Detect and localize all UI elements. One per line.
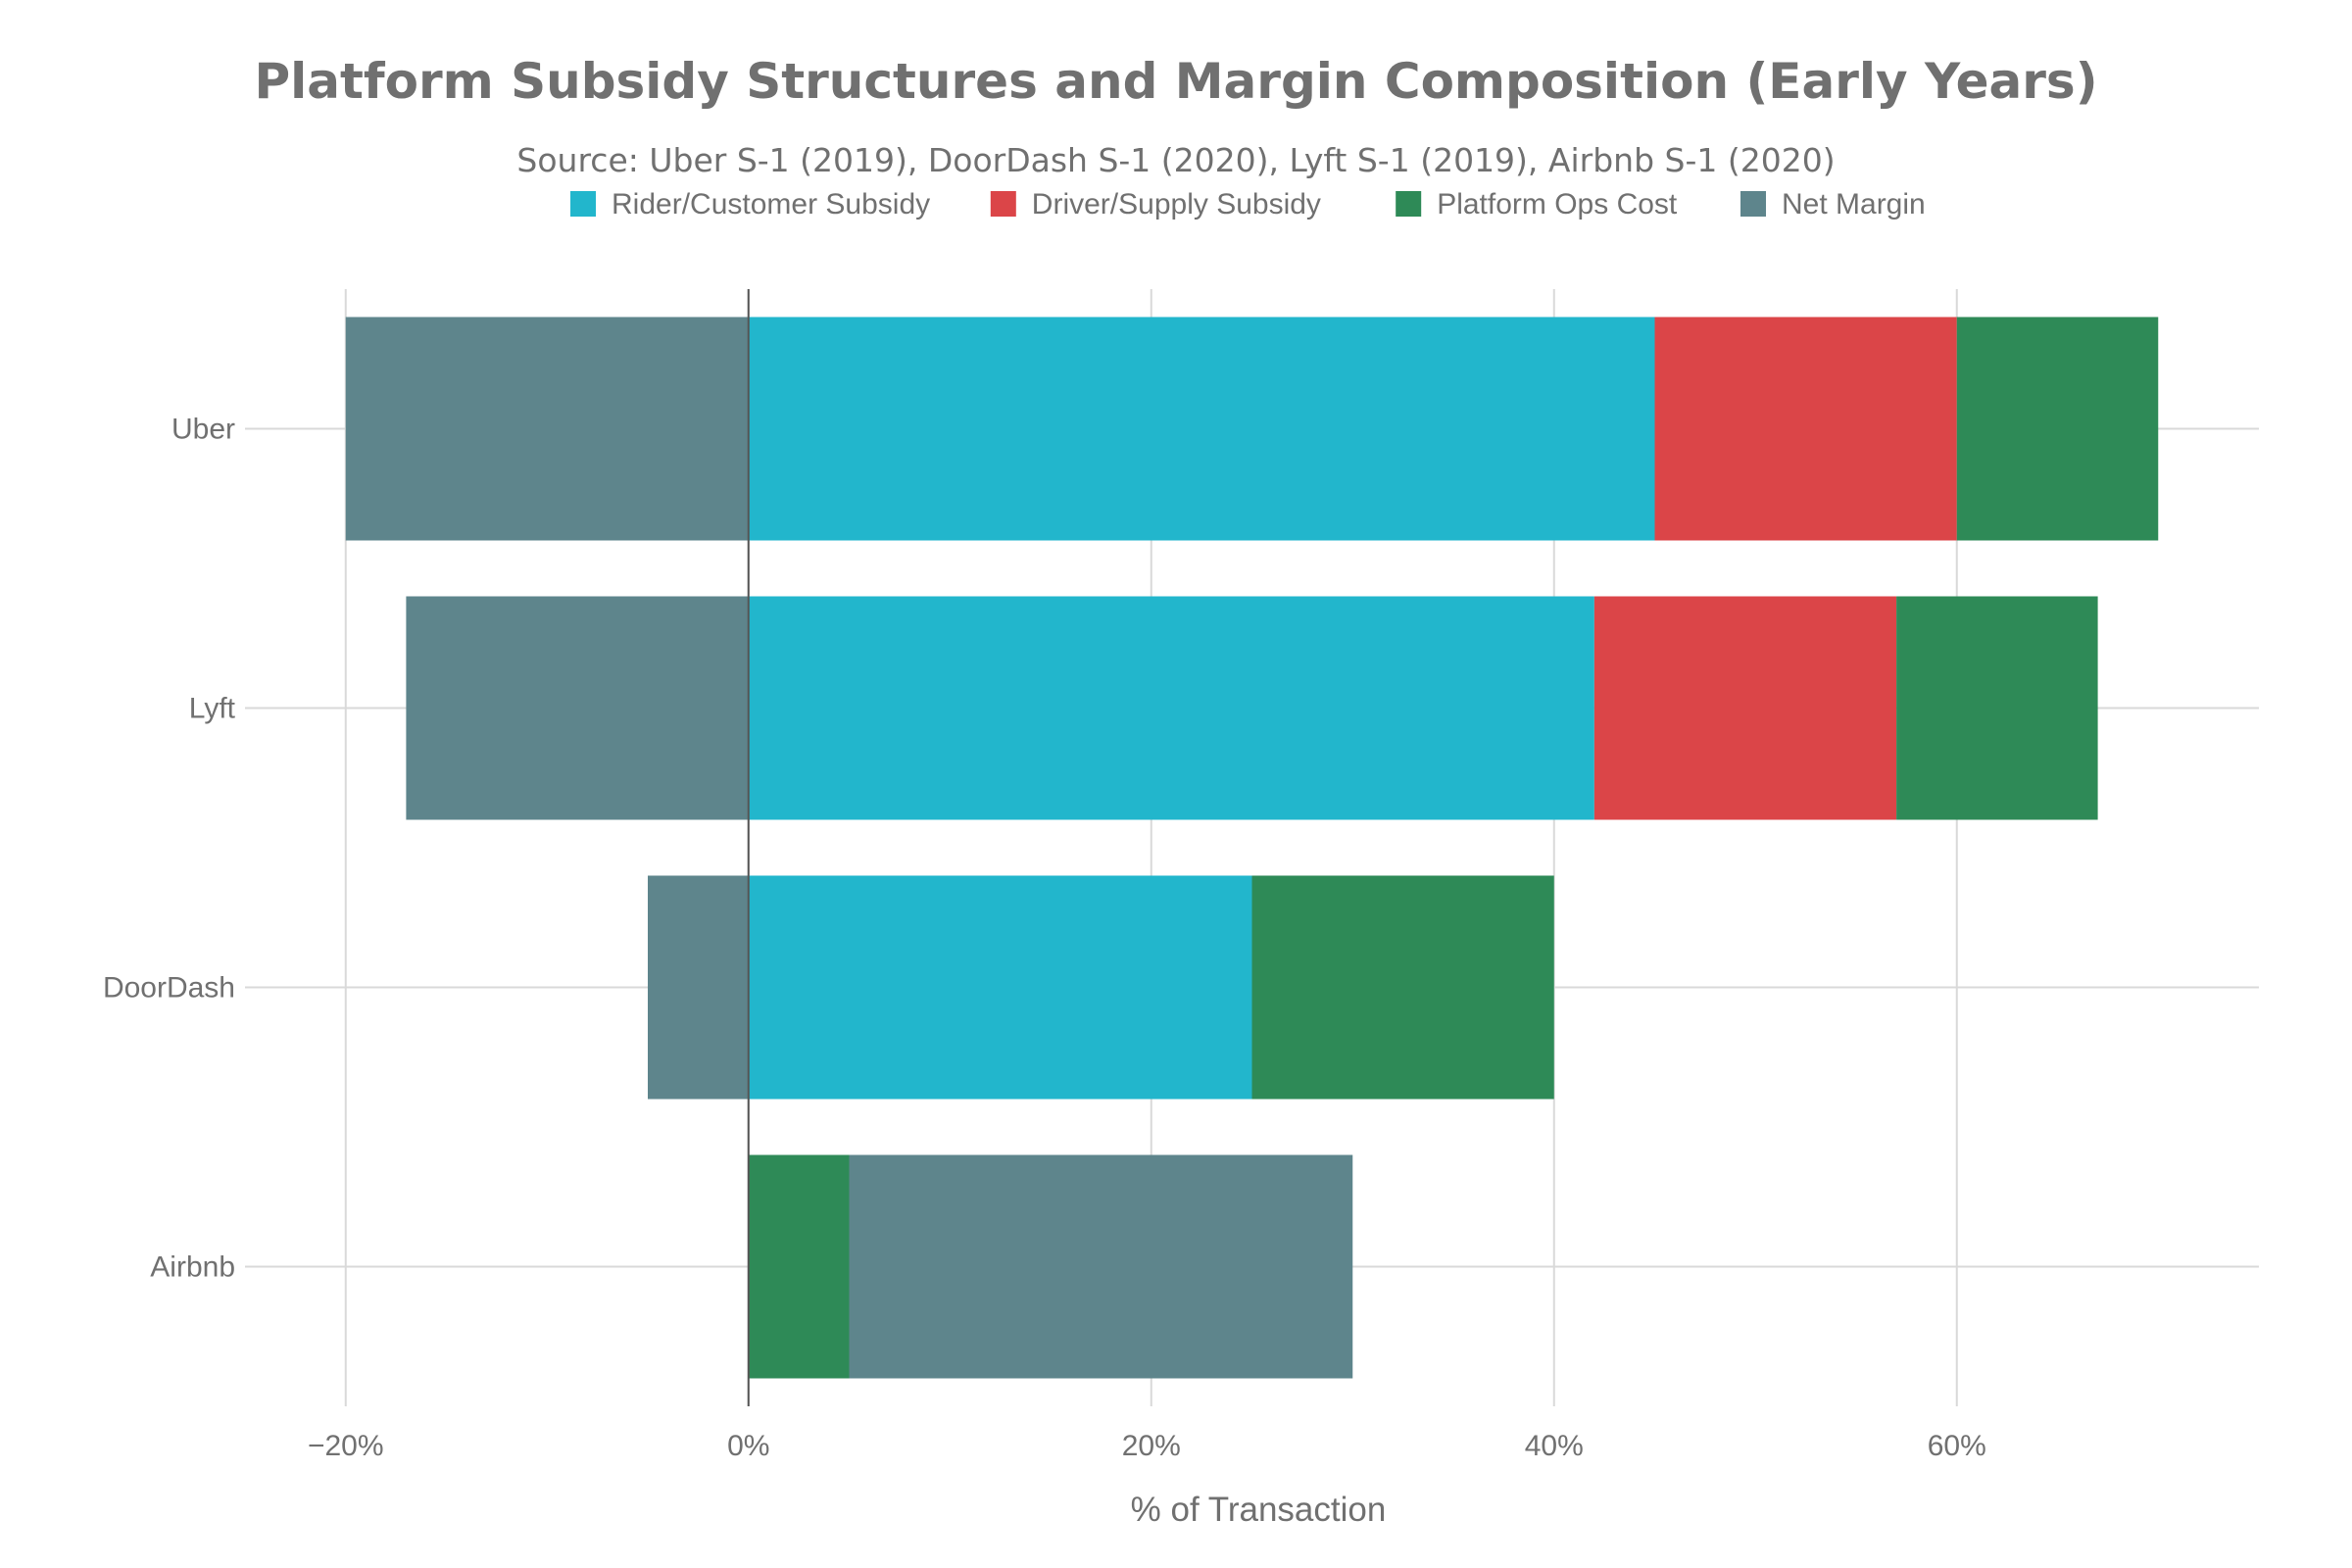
bar-segment xyxy=(1896,596,2098,820)
legend-label: Platform Ops Cost xyxy=(1437,188,1678,220)
legend-swatch xyxy=(1740,191,1766,217)
legend-label: Net Margin xyxy=(1782,188,1926,220)
legend-swatch xyxy=(1396,191,1422,217)
bar-segment xyxy=(748,596,1594,820)
y-tick-label: Lyft xyxy=(189,693,236,725)
chart-subtitle: Source: Uber S-1 (2019), DoorDash S-1 (2… xyxy=(516,141,1835,179)
x-tick-label: 0% xyxy=(727,1430,769,1462)
axes: −20% 0% 20% 40% 60% Uber Lyft DoorDash Airbnb xyxy=(103,289,1986,1462)
bar-segment xyxy=(748,317,1655,541)
y-tick-label: Uber xyxy=(172,414,235,446)
y-tick-label: Airbnb xyxy=(150,1251,235,1284)
bar-segment xyxy=(1956,317,2159,541)
bar-segment xyxy=(748,1154,850,1379)
bars xyxy=(345,317,2159,1379)
legend-swatch xyxy=(570,191,596,217)
x-tick-label: 20% xyxy=(1122,1430,1181,1462)
legend-label: Rider/Customer Subsidy xyxy=(612,188,930,220)
bar-segment xyxy=(1251,875,1554,1100)
chart-title: Platform Subsidy Structures and Margin C… xyxy=(254,53,2097,110)
bar-segment xyxy=(849,1154,1353,1379)
x-tick-label: 40% xyxy=(1525,1430,1584,1462)
legend: Rider/Customer Subsidy Driver/Supply Subs… xyxy=(570,188,1926,220)
bar-segment xyxy=(1654,317,1957,541)
x-tick-label: 60% xyxy=(1928,1430,1986,1462)
x-axis-title: % of Transaction xyxy=(1131,1491,1387,1529)
bar-segment xyxy=(1593,596,1897,820)
x-tick-label: −20% xyxy=(308,1430,384,1462)
bar-segment xyxy=(406,596,749,820)
bar-segment xyxy=(748,875,1252,1100)
legend-label: Driver/Supply Subsidy xyxy=(1032,188,1321,220)
bar-segment xyxy=(345,317,749,541)
bar-segment xyxy=(648,875,749,1100)
y-tick-label: DoorDash xyxy=(103,972,235,1004)
legend-swatch xyxy=(990,191,1016,217)
